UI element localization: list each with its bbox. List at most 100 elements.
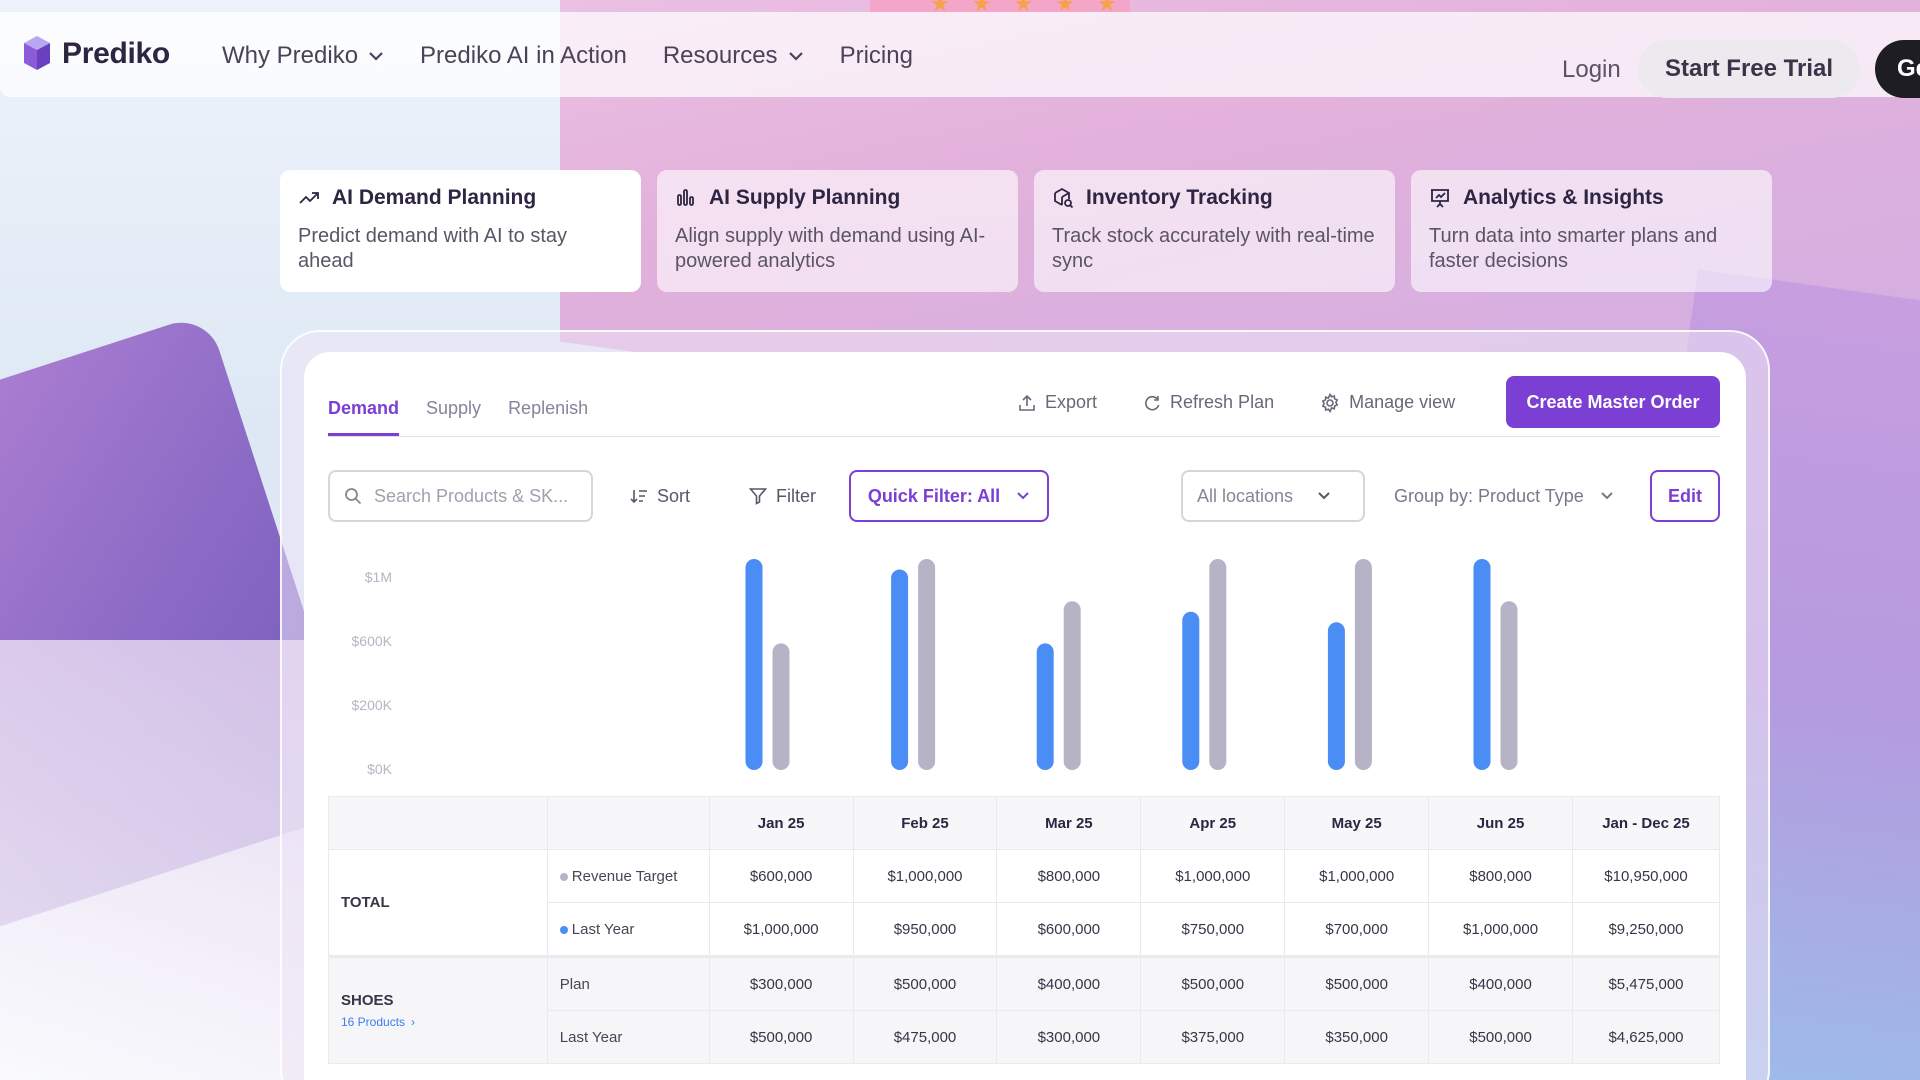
tab-demand[interactable]: Demand xyxy=(328,398,400,436)
value-cell: $10,950,000 xyxy=(1571,849,1721,903)
value-cell: $4,625,000 xyxy=(1571,1010,1721,1064)
value-cell: $300,000 xyxy=(996,1010,1142,1064)
bar-last-year-jun-25[interactable] xyxy=(1473,559,1491,770)
table-row[interactable]: TOTAL Revenue Target $600,000 $1,000,000 $80… xyxy=(328,849,1721,956)
refresh-plan-label: Refresh Plan xyxy=(1170,392,1275,412)
brand-logo[interactable]: Prediko xyxy=(22,34,170,74)
star-icon: ★ xyxy=(1055,0,1075,16)
get-demo-button[interactable]: Ge xyxy=(1875,40,1920,98)
feature-card-ai-demand-planning[interactable]: AI Demand Planning Predict demand with AI… xyxy=(280,170,641,292)
start-free-trial-button[interactable]: Start Free Trial xyxy=(1638,40,1860,98)
value-cell: $1,000,000 xyxy=(1140,849,1286,903)
value-cell: $400,000 xyxy=(1428,957,1573,1011)
export-label: Export xyxy=(1045,392,1098,412)
quick-filter-select[interactable]: Quick Filter: All xyxy=(849,470,1049,522)
create-master-order-button[interactable]: Create Master Order xyxy=(1506,376,1720,428)
filter-toolbar: Search Products & SK... Sort Filter Quic… xyxy=(328,470,1720,522)
bar-last-year-jan-25[interactable] xyxy=(745,559,763,770)
table-row[interactable]: Last Year $500,000 $475,000 $300,000 $375,00… xyxy=(329,1010,1721,1064)
feature-card-inventory-tracking[interactable]: Inventory Tracking Track stock accurately… xyxy=(1034,170,1395,292)
feature-card-analytics-insights[interactable]: Analytics & Insights Turn data into smart… xyxy=(1411,170,1772,292)
edit-button[interactable]: Edit xyxy=(1650,470,1720,522)
star-icon: ★ xyxy=(930,0,950,16)
group-by-label: Group by: Product Type xyxy=(1394,485,1584,506)
table-row[interactable]: SHOES 16 Products › Plan $300,000 $500,000 $40… xyxy=(328,957,1721,1064)
tab-supply[interactable]: Supply xyxy=(426,398,482,418)
search-placeholder: Search Products & SK... xyxy=(374,485,569,506)
group-products-link[interactable]: 16 Products › xyxy=(341,1015,547,1029)
sort-button[interactable]: Sort xyxy=(630,470,690,522)
value-cell: $600,000 xyxy=(996,902,1142,956)
tab-replenish[interactable]: Replenish xyxy=(508,398,589,418)
feature-card-ai-supply-planning[interactable]: AI Supply Planning Align supply with dema… xyxy=(657,170,1018,292)
value-cell: $300,000 xyxy=(708,957,854,1011)
group-name: TOTAL xyxy=(341,894,390,911)
dashboard-panel: Demand Supply Replenish Export Refresh Pla… xyxy=(304,352,1746,1080)
chevron-right-icon: › xyxy=(411,1015,416,1029)
value-cell: $500,000 xyxy=(852,957,998,1011)
value-cell: $475,000 xyxy=(852,1010,998,1064)
bar-revenue-target-feb-25[interactable] xyxy=(918,559,936,770)
series-label: Last Year xyxy=(571,920,635,938)
value-cell: $800,000 xyxy=(1428,849,1573,903)
column-header: Jun 25 xyxy=(1428,796,1573,850)
refresh-plan-button[interactable]: Refresh Plan xyxy=(1143,392,1274,413)
bar-chart-icon xyxy=(677,189,694,206)
filter-label: Filter xyxy=(776,485,816,506)
bar-last-year-feb-25[interactable] xyxy=(891,569,909,770)
search-input[interactable]: Search Products & SK... xyxy=(328,470,593,522)
locations-label: All locations xyxy=(1197,485,1294,506)
presentation-chart-icon xyxy=(1431,189,1449,208)
column-header: Mar 25 xyxy=(996,796,1142,850)
table-row[interactable]: Last Year $1,000,000 $950,000 $600,000 $750,… xyxy=(329,902,1721,956)
legend-dot-icon xyxy=(559,925,568,934)
manage-view-button[interactable]: Manage view xyxy=(1320,392,1455,413)
nav-item-prediko-ai-in-action[interactable]: Prediko AI in Action xyxy=(420,42,627,70)
value-cell: $1,000,000 xyxy=(852,849,998,903)
bar-revenue-target-jun-25[interactable] xyxy=(1500,601,1518,770)
feature-title: AI Supply Planning xyxy=(709,186,901,209)
column-header: Apr 25 xyxy=(1140,796,1286,850)
nav-item-pricing[interactable]: Pricing xyxy=(840,42,913,70)
bar-revenue-target-apr-25[interactable] xyxy=(1209,559,1227,770)
tabs-divider xyxy=(328,436,1720,437)
export-button[interactable]: Export xyxy=(1018,392,1097,413)
value-cell: $750,000 xyxy=(1140,902,1286,956)
value-cell: $5,475,000 xyxy=(1571,957,1721,1011)
chevron-down-icon xyxy=(1017,492,1029,500)
value-cell: $700,000 xyxy=(1284,902,1430,956)
nav-item-label: Why Prediko xyxy=(222,42,359,69)
value-cell: $950,000 xyxy=(852,902,998,956)
bar-revenue-target-jan-25[interactable] xyxy=(772,643,790,770)
feature-title: Inventory Tracking xyxy=(1086,186,1273,209)
group-name: SHOES xyxy=(341,992,394,1009)
sort-icon xyxy=(630,490,647,504)
locations-select[interactable]: All locations xyxy=(1181,470,1365,522)
login-link[interactable]: Login xyxy=(1562,56,1621,83)
column-header xyxy=(546,796,710,850)
column-header: Feb 25 xyxy=(852,796,998,850)
demand-bar-chart: $1M $600K $200K $0K xyxy=(352,559,1518,777)
bar-revenue-target-may-25[interactable] xyxy=(1354,559,1372,770)
filter-icon xyxy=(749,488,767,505)
bar-last-year-may-25[interactable] xyxy=(1327,622,1345,770)
nav-item-resources[interactable]: Resources xyxy=(663,42,804,70)
feature-card-header: Analytics & Insights xyxy=(1429,186,1754,210)
bar-last-year-apr-25[interactable] xyxy=(1182,611,1200,770)
feature-description: Track stock accurately with real-time sy… xyxy=(1052,225,1375,272)
bar-revenue-target-mar-25[interactable] xyxy=(1063,601,1081,770)
column-header: Jan - Dec 25 xyxy=(1571,796,1721,850)
value-cell: $500,000 xyxy=(708,1010,854,1064)
series-label-cell: Last Year xyxy=(546,902,710,956)
column-header xyxy=(328,796,548,850)
group-by-select[interactable]: Group by: Product Type xyxy=(1394,470,1614,522)
feature-cards: AI Demand Planning Predict demand with AI… xyxy=(280,170,1772,292)
group-products-count: 16 Products xyxy=(341,1015,406,1029)
value-cell: $500,000 xyxy=(1284,957,1430,1011)
nav-item-why-prediko[interactable]: Why Prediko xyxy=(222,42,384,70)
feature-card-header: AI Supply Planning xyxy=(675,186,1000,210)
y-tick-label: $0K xyxy=(367,761,393,777)
filter-button[interactable]: Filter xyxy=(749,470,816,522)
series-label-cell: Revenue Target xyxy=(546,849,710,903)
bar-last-year-mar-25[interactable] xyxy=(1036,643,1054,770)
